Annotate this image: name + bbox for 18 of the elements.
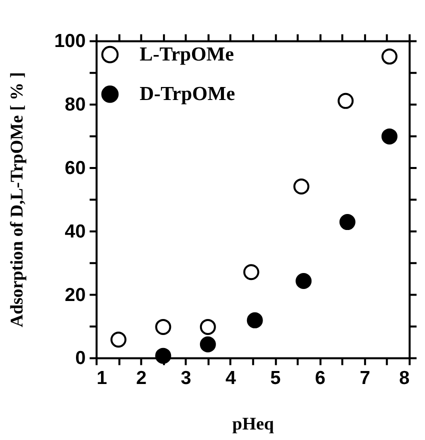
x-axis-title: pHeq [232, 414, 274, 434]
y-tick-label: 20 [64, 284, 86, 305]
x-tick-label: 7 [360, 366, 370, 388]
x-tick-label: 3 [180, 366, 192, 388]
y-tick-label: 60 [64, 156, 86, 178]
x-tick-label: 4 [226, 366, 237, 388]
legend-label: D-TrpOMe [140, 83, 236, 106]
x-tick-label: 5 [270, 366, 281, 388]
y-tick-label: 100 [54, 30, 86, 52]
y-tick-label: 0 [75, 347, 86, 368]
x-tick-label: 2 [136, 366, 147, 388]
x-tick-label: 1 [96, 366, 108, 388]
x-tick-label: 6 [314, 366, 326, 388]
legend-label: L-TrpOMe [140, 44, 234, 66]
y-axis-title: Adsorption of D,L-TrpOMe [ % ] [6, 72, 27, 328]
y-tick-label: 40 [64, 220, 86, 242]
x-tick-label: 8 [399, 366, 410, 388]
y-tick-label: 80 [64, 94, 86, 115]
